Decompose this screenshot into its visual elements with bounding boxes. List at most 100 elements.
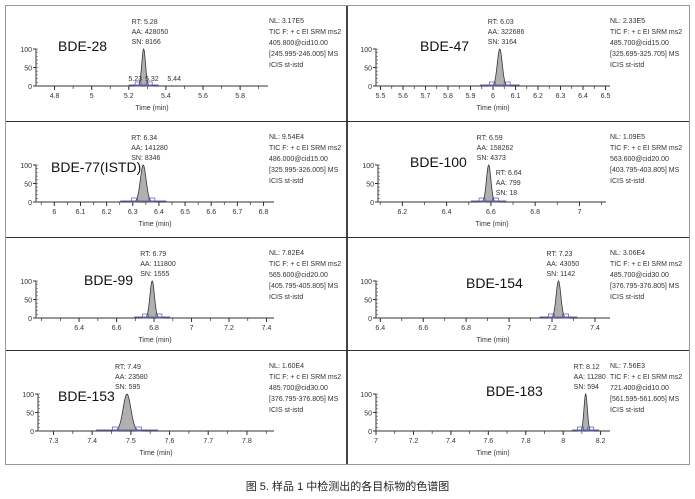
x-axis-label: Time (min) — [476, 105, 509, 112]
peak-boundary-marker — [562, 313, 569, 319]
x-axis-label: Time (min) — [476, 337, 509, 344]
x-tick-label: 6.4 — [154, 209, 164, 216]
x-tick-label: 6 — [491, 93, 495, 100]
minor-peak-label: 5.32 — [145, 76, 159, 83]
y-tick-label: 100 — [360, 47, 372, 54]
scan-info-line: 565.600@cid20.00 — [269, 272, 328, 279]
panel-divider — [6, 350, 689, 351]
scan-info-line: NL: 9.54E4 — [269, 134, 304, 141]
peak-boundary-marker — [155, 313, 163, 319]
peak-boundary-marker — [145, 81, 153, 87]
x-tick-label: 5.8 — [235, 93, 245, 100]
peak-sn-label: SN: 8166 — [132, 39, 161, 46]
x-tick-label: 7.6 — [165, 438, 175, 445]
x-tick-label: 6.4 — [375, 325, 385, 332]
x-tick-label: 6.6 — [112, 325, 122, 332]
peak-boundary-marker — [134, 81, 142, 87]
scan-info-line: TIC F: + c EI SRM ms2 — [610, 29, 682, 36]
x-tick-label: 6.5 — [180, 209, 190, 216]
chromatogram-panel: 0 50 100 4.8 5 5.2 5.4 5.6 5.8 Time (min) RT: 5.28… — [6, 6, 346, 121]
x-tick-label: 5.2 — [124, 93, 134, 100]
peak-boundary-marker — [131, 197, 138, 203]
compound-label: BDE-47 — [420, 38, 469, 54]
peak-boundary-marker — [503, 81, 511, 87]
scan-info-line: ICIS st-istd — [269, 407, 303, 414]
y-tick-label: 0 — [28, 200, 32, 207]
y-tick-label: 50 — [24, 298, 32, 305]
peak-sn-label: SN: 1142 — [546, 271, 575, 278]
compound-label: BDE-154 — [466, 275, 523, 291]
x-tick-label: 7 — [577, 209, 581, 216]
peak-boundary-marker — [488, 81, 496, 87]
chromatogram-panel: 0 50 100 7.3 7.4 7.5 7.6 7.7 7.8 Time (min) RT: 7.… — [6, 351, 346, 466]
chromatogram-panel: 0 50 100 6 6.1 6.2 6.3 6.4 6.5 6.6 6.7 6.8 Time (min… — [6, 122, 346, 237]
x-tick-label: 8.2 — [596, 438, 606, 445]
peak-sn-label: SN: 3164 — [488, 39, 517, 46]
x-tick-label: 5 — [90, 93, 94, 100]
chromatogram-panel: 0 50 100 7 7.2 7.4 7.6 7.8 8 8.2 Time (min) RT: 8.1… — [348, 351, 688, 466]
x-tick-label: 6.6 — [418, 325, 428, 332]
x-axis-label: Time (min) — [138, 221, 171, 228]
y-tick-label: 0 — [368, 429, 372, 436]
x-tick-label: 7.4 — [262, 325, 272, 332]
scan-info-line: TIC F: + c EI SRM ms2 — [610, 374, 682, 381]
scan-info-line: 485.700@cid30.00 — [269, 385, 328, 392]
x-tick-label: 5.4 — [161, 93, 171, 100]
scan-info-line: 563.600@cid20.00 — [610, 156, 669, 163]
peak-boundary-marker — [577, 426, 584, 432]
peak-area-label: AA: 322686 — [488, 29, 525, 36]
minor-peak-label: 5.23 — [128, 76, 142, 83]
chromatogram-plot: 0 50 100 6 6.1 6.2 6.3 6.4 6.5 6.6 6.7 6.8 Time (min… — [20, 134, 341, 228]
compound-label: BDE-28 — [58, 38, 107, 54]
peak-area-label: AA: 158262 — [477, 145, 514, 152]
x-tick-label: 6 — [52, 209, 56, 216]
chromatogram-plot: 0 50 100 5.5 5.6 5.7 5.8 5.9 6 6.1 6.2 6.3 6.4 6.5 Tim… — [360, 18, 682, 112]
x-tick-label: 5.7 — [421, 93, 431, 100]
y-tick-label: 50 — [24, 182, 32, 189]
scan-info-line: ICIS st-istd — [610, 294, 644, 301]
x-tick-label: 6.2 — [533, 93, 543, 100]
x-tick-label: 6.3 — [556, 93, 566, 100]
peak-area-label: AA: 23580 — [115, 374, 148, 381]
x-tick-label: 6.8 — [259, 209, 269, 216]
scan-info-line: NL: 7.56E3 — [610, 363, 645, 370]
x-tick-label: 6.8 — [461, 325, 471, 332]
scan-info-line: 485.700@cid15.00 — [610, 40, 669, 47]
chromatogram-peak — [577, 393, 594, 432]
x-tick-label: 4.8 — [50, 93, 60, 100]
x-axis-label: Time (min) — [476, 450, 509, 457]
compound-label: BDE-99 — [84, 272, 133, 288]
scan-info-line: ICIS st-istd — [610, 178, 644, 185]
peak-rt-label: RT: 6.34 — [131, 135, 157, 142]
x-axis-label: Time (min) — [475, 221, 508, 228]
y-tick-label: 50 — [24, 66, 32, 73]
scan-info-line: NL: 1.09E5 — [610, 134, 645, 141]
peak-sn-label: SN: 595 — [115, 384, 140, 391]
compound-label: BDE-153 — [58, 388, 115, 404]
x-tick-label: 6.1 — [76, 209, 86, 216]
scan-info-line: [245.995-246.005] MS — [269, 51, 339, 58]
secondary-peak-sn: SN: 18 — [496, 190, 518, 197]
scan-info-line: 405.800@cid10.00 — [269, 40, 328, 47]
peak-rt-label: RT: 8.12 — [574, 364, 600, 371]
x-tick-label: 5.8 — [443, 93, 453, 100]
peak-rt-label: RT: 7.49 — [115, 364, 141, 371]
x-tick-label: 7.8 — [521, 438, 531, 445]
chromatogram-panel: 0 50 100 5.5 5.6 5.7 5.8 5.9 6 6.1 6.2 6.3 6.4 6.5 Tim… — [348, 6, 688, 121]
scan-info-line: 485.700@cid30.00 — [610, 272, 669, 279]
panel-divider — [6, 237, 689, 238]
x-tick-label: 5.5 — [376, 93, 386, 100]
scan-info-line: [376.795-376.805] MS — [269, 396, 339, 403]
x-tick-label: 7.8 — [242, 438, 252, 445]
peak-area-label: AA: 141280 — [131, 145, 168, 152]
peak-sn-label: SN: 4373 — [477, 155, 506, 162]
x-tick-label: 6.4 — [578, 93, 588, 100]
y-tick-label: 0 — [30, 429, 34, 436]
chromatogram-panel: 0 50 100 6.4 6.6 6.8 7 7.2 7.4 Time (min) RT: 6.79… — [6, 238, 346, 353]
scan-info-line: NL: 2.33E5 — [610, 18, 645, 25]
x-tick-label: 7.5 — [126, 438, 136, 445]
chromatogram-panel: 0 50 100 6.4 6.6 6.8 7 7.2 7.4 Time (min) RT: 7.23… — [348, 238, 688, 353]
compound-label: BDE-183 — [486, 383, 543, 399]
peak-rt-label: RT: 7.23 — [546, 251, 572, 258]
x-tick-label: 7 — [190, 325, 194, 332]
